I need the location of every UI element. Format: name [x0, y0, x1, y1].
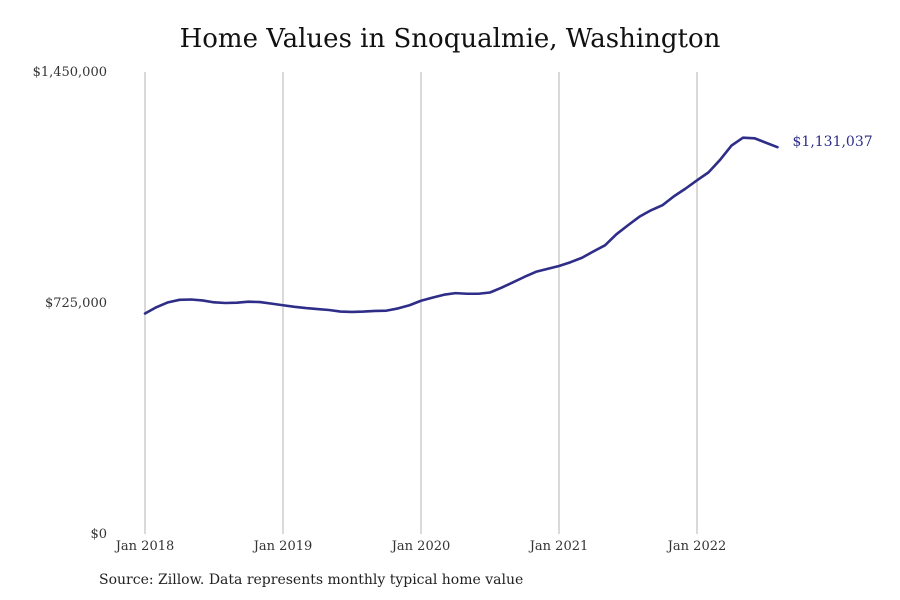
x-axis-tick-labels: Jan 2018 Jan 2019 Jan 2020 Jan 2021 Jan 2022: [114, 539, 727, 554]
y-tick-label: $1,450,000: [33, 65, 107, 80]
y-tick-label: $725,000: [45, 296, 107, 311]
end-value-label: $1,131,037: [793, 134, 873, 150]
end-value-label-layer: $1,131,037: [793, 134, 873, 150]
source-note: Source: Zillow. Data represents monthly …: [99, 572, 524, 588]
x-tick-label: Jan 2020: [390, 539, 451, 554]
chart-title: Home Values in Snoqualmie, Washington: [179, 24, 721, 54]
x-tick-label: Jan 2018: [114, 539, 175, 554]
series-line-layer: [143, 136, 779, 315]
x-tick-label: Jan 2021: [528, 539, 589, 554]
grid-lines: [144, 72, 698, 534]
home-value-line: [143, 136, 779, 315]
y-axis-tick-labels: $0 $725,000 $1,450,000: [33, 65, 107, 542]
x-tick-label: Jan 2022: [666, 539, 727, 554]
y-tick-label: $0: [90, 527, 107, 542]
x-tick-label: Jan 2019: [252, 539, 313, 554]
